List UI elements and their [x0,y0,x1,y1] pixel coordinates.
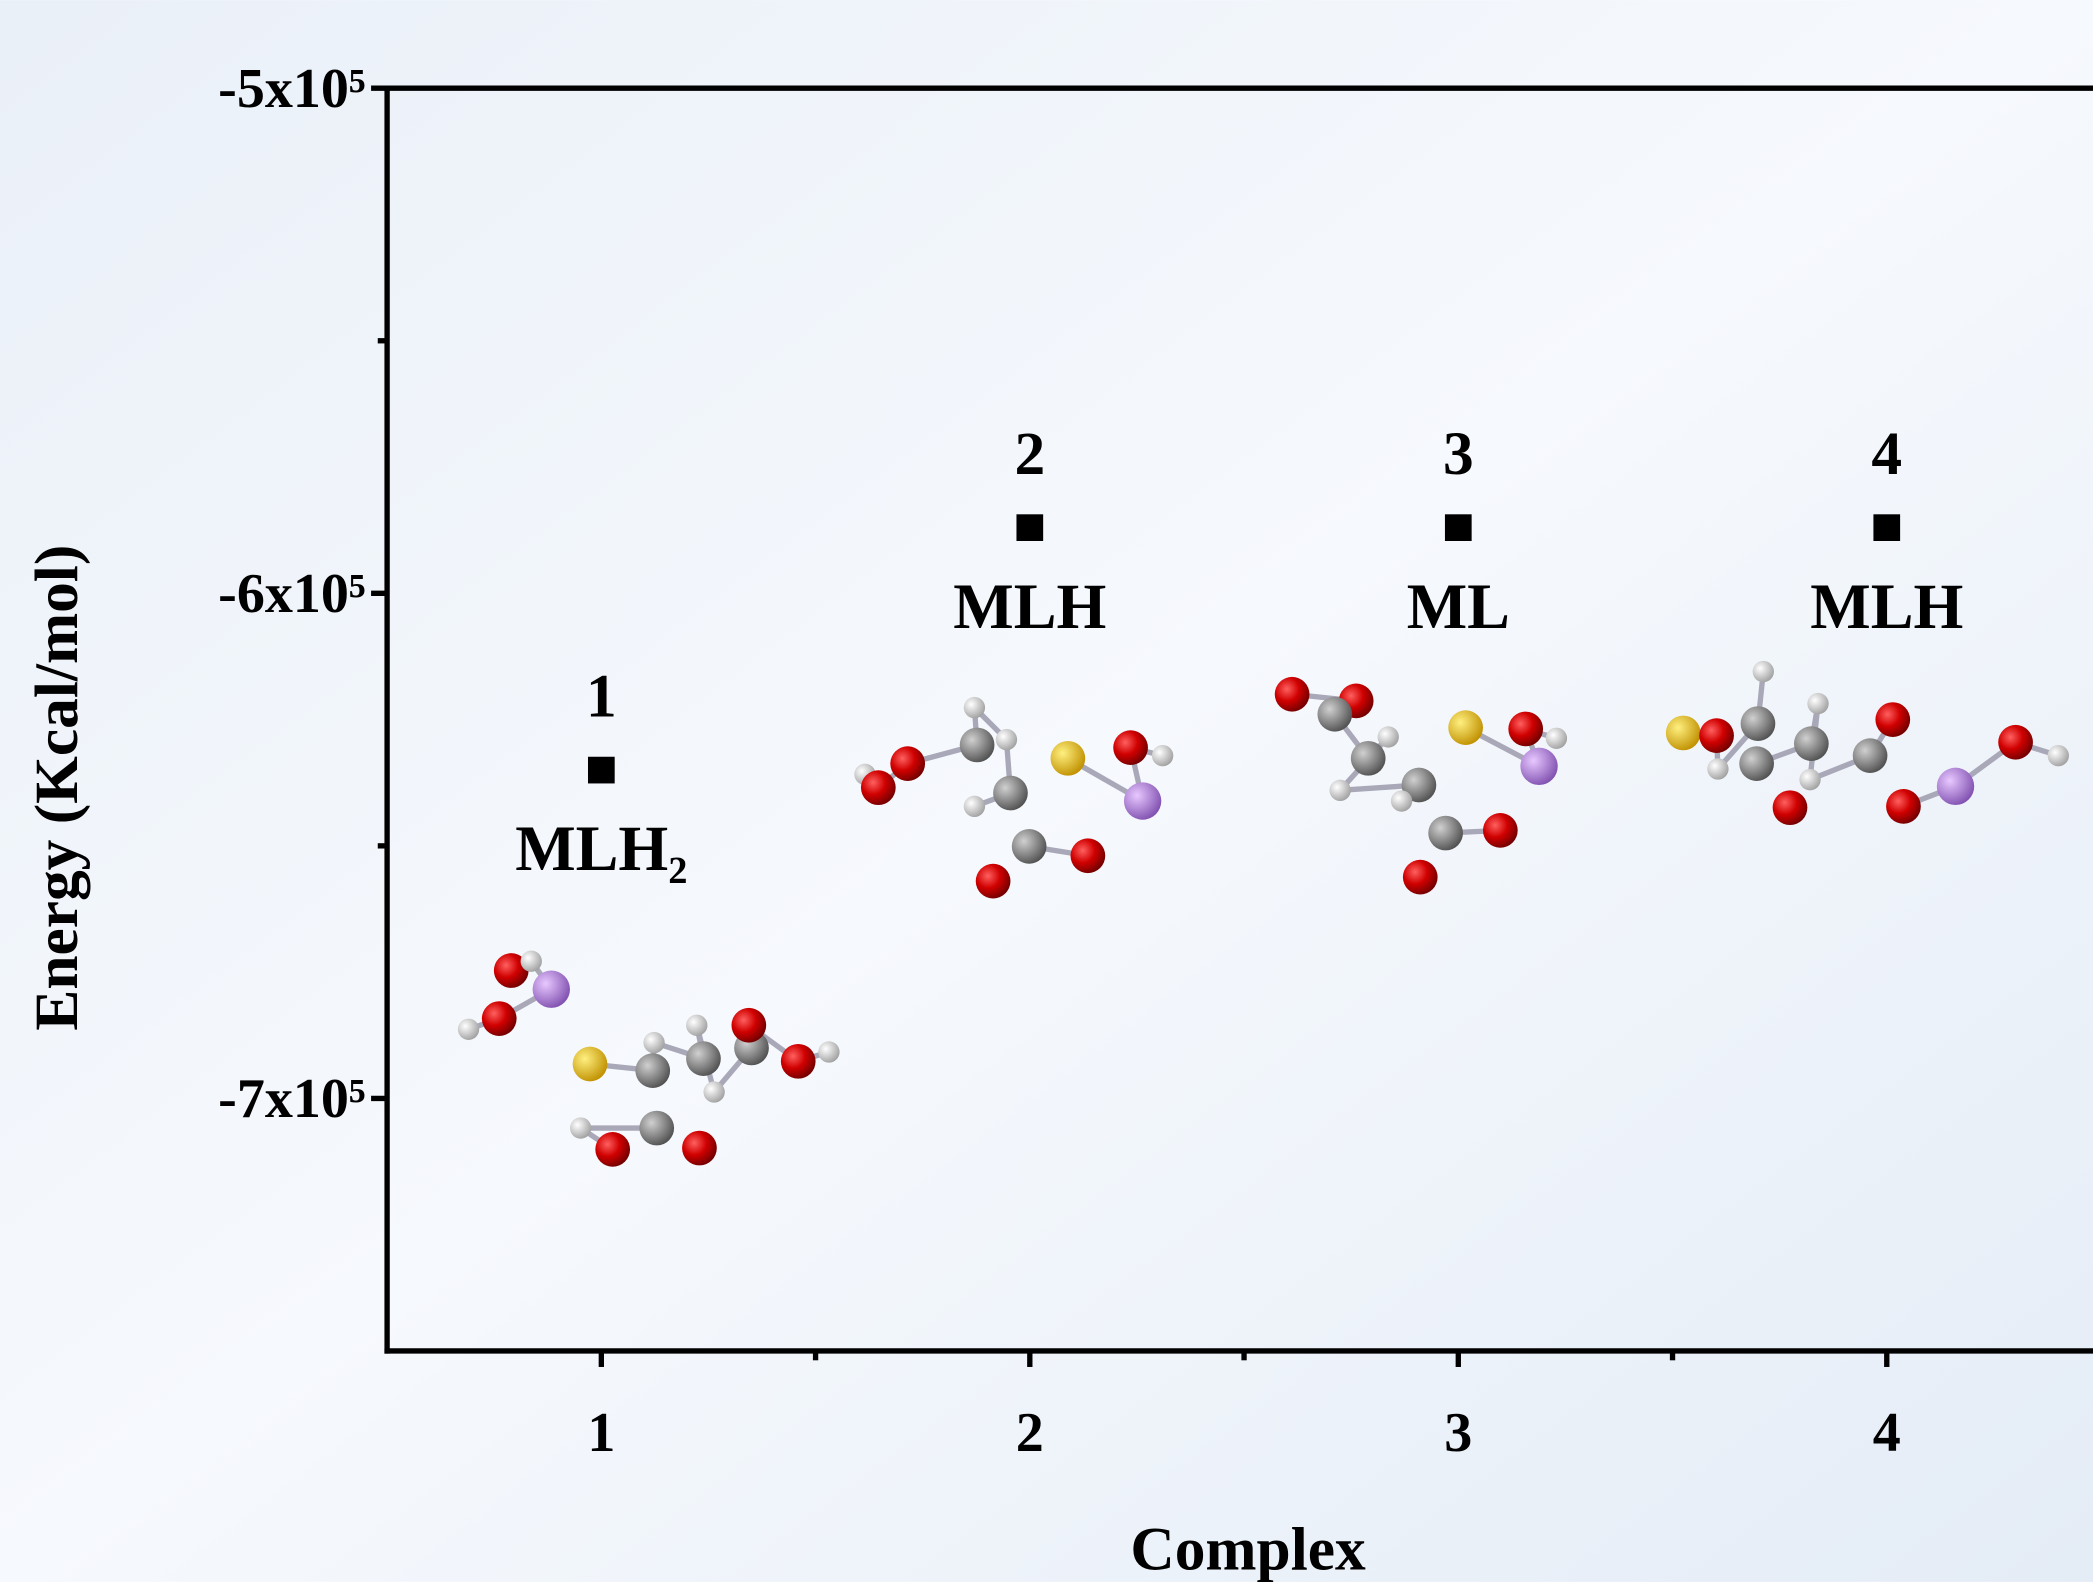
atom [1773,790,1808,825]
atom [1071,838,1106,873]
complex-name: ML [1407,571,1510,642]
atom [703,1081,724,1102]
atom [993,776,1028,811]
atom [1113,730,1148,765]
atom [686,1041,721,1076]
atom [1741,706,1776,741]
atom [1520,748,1557,785]
point-label: 4 [1871,420,1902,488]
y-tick-label: -7x10⁵ [218,1068,366,1130]
atom [570,1117,591,1138]
atom [1403,860,1438,895]
atom [458,1019,479,1040]
atom [818,1041,839,1062]
point-label: 1 [586,663,617,731]
atom [1937,768,1974,805]
atom [1508,712,1543,747]
atom [976,864,1011,899]
atom [964,796,985,817]
marker [588,757,615,784]
marker [1873,514,1900,541]
atom [1428,816,1463,851]
atom [1739,746,1774,781]
atom [1152,745,1173,766]
atom [573,1047,608,1082]
point-label: 3 [1443,420,1474,488]
y-tick-label: -6x10⁵ [218,563,366,625]
atom [1886,789,1921,824]
atom [1391,790,1412,811]
x-tick-label: 3 [1444,1402,1472,1464]
atom [1546,728,1567,749]
atom [1275,677,1310,712]
atom [686,1015,707,1036]
atom [964,697,985,718]
atom [521,951,542,972]
atom [1998,725,2033,760]
atom [1794,726,1829,761]
atom [1875,702,1910,737]
atom [533,971,570,1008]
atom [1707,758,1728,779]
atom [960,728,995,763]
point-label: 2 [1014,420,1045,488]
atom [1448,710,1483,745]
atom [1329,780,1350,801]
atom [635,1053,670,1088]
atom [996,729,1017,750]
complex-name: MLH [1810,571,1963,642]
atom [1124,782,1161,819]
atom [643,1032,664,1053]
atom [595,1132,630,1167]
marker [1445,514,1472,541]
atom [1012,829,1047,864]
atom [1317,697,1352,732]
atom [781,1044,816,1079]
atom [731,1008,766,1043]
y-axis-title: Energy (Kcal/mol) [23,545,91,1031]
atom [1853,738,1888,773]
atom [482,1001,517,1036]
x-tick-label: 1 [587,1402,615,1464]
atom [1378,726,1399,747]
atom [639,1111,674,1146]
page: Energy (Kcal/mol) Complex -5x10⁵ -6x10⁵ -7… [0,0,2093,1582]
atom [1807,693,1828,714]
x-axis-title: Complex [1130,1515,1366,1582]
complex-name: MLH₂ [515,813,687,884]
marker [1016,514,1043,541]
x-tick-label: 4 [1873,1402,1901,1464]
background [0,0,2093,1582]
complex-name: MLH [953,571,1106,642]
atom [1666,716,1701,751]
chart: Energy (Kcal/mol) Complex -5x10⁵ -6x10⁵ -7… [0,0,2093,1582]
atom [1799,769,1820,790]
atom [890,746,925,781]
y-tick-label: -5x10⁵ [218,58,366,120]
atom [1351,741,1386,776]
atom [2048,745,2069,766]
x-tick-label: 2 [1016,1402,1044,1464]
atom [1051,741,1086,776]
atom [1753,661,1774,682]
atom [861,770,896,805]
atom [1483,813,1518,848]
atom [682,1131,717,1166]
atom [1699,718,1734,753]
